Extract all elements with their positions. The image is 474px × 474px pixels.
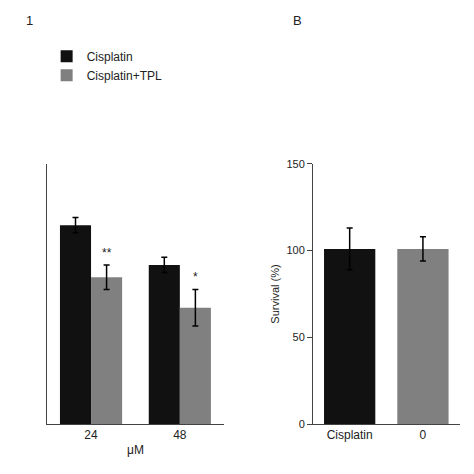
svg-text:0: 0 [299, 418, 305, 430]
svg-text:24: 24 [84, 428, 98, 442]
svg-text:B: B [293, 13, 302, 28]
svg-text:Cisplatin: Cisplatin [87, 50, 133, 64]
svg-text:Cisplatin+TPL: Cisplatin+TPL [87, 69, 162, 83]
svg-text:0: 0 [420, 428, 427, 442]
svg-text:Survival (%): Survival (%) [269, 264, 281, 323]
svg-text:48: 48 [173, 428, 187, 442]
svg-text:50: 50 [293, 331, 305, 343]
svg-text:*: * [193, 270, 198, 284]
svg-text:Cisplatin: Cisplatin [327, 428, 373, 442]
svg-text:1: 1 [26, 13, 33, 28]
svg-text:150: 150 [286, 158, 304, 170]
svg-text:**: ** [102, 246, 112, 260]
svg-text:100: 100 [286, 244, 304, 256]
svg-text:μM: μM [127, 443, 144, 457]
